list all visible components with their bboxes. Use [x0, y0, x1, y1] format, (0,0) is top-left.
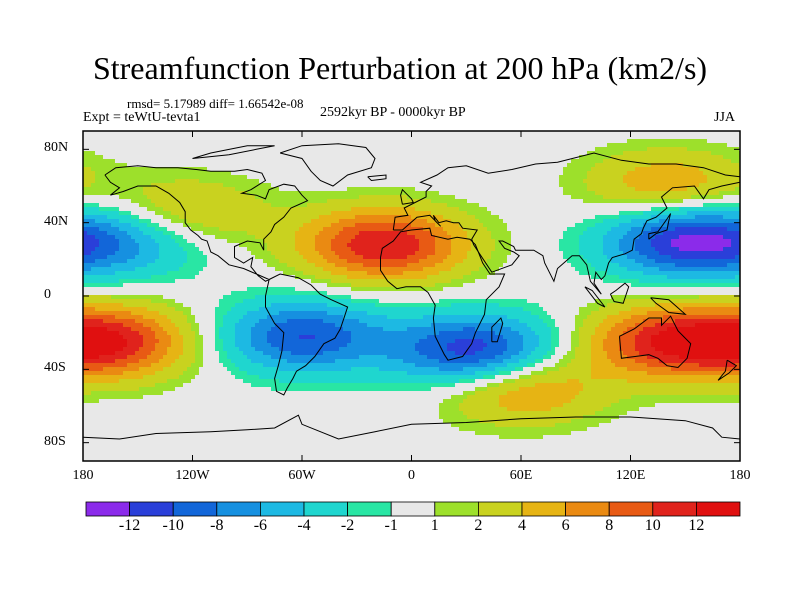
coastline-segment: [584, 286, 606, 308]
colorbar-box: [565, 501, 610, 517]
colorbar-box: [652, 501, 697, 517]
y-tick-label: 40S: [44, 360, 66, 376]
colorbar-box: [390, 501, 436, 517]
coastline-segment: [491, 317, 504, 343]
colorbar-box: [347, 501, 392, 517]
chart-title: Streamfunction Perturbation at 200 hPa (…: [92, 50, 708, 86]
x-tick-label: 180: [729, 468, 751, 483]
colorbar-box: [259, 501, 305, 517]
y-tick-label: 0: [44, 287, 51, 302]
colorbar-label: 8: [605, 517, 614, 534]
coastline-segment: [380, 227, 506, 361]
colorbar-label: -10: [162, 517, 184, 534]
coastlines: [83, 143, 740, 440]
colorbar-label: 4: [518, 517, 526, 534]
coastline-segment: [717, 359, 738, 381]
x-tick-label: 60W: [288, 468, 316, 483]
colorbar-label: 6: [561, 517, 570, 534]
colorbar-label: -2: [340, 517, 355, 534]
experiment-label: Expt = teWtU-tevta1: [83, 110, 201, 125]
colorbar-box: [521, 501, 566, 517]
coastline-segment: [393, 181, 740, 295]
colorbar-box: [85, 501, 130, 517]
colorbar-box: [696, 501, 741, 517]
coastline-segment: [83, 414, 740, 440]
colorbar-box: [129, 501, 174, 517]
coastline-segment: [104, 165, 309, 282]
coastline-segment: [650, 297, 687, 315]
colorbar-box: [216, 501, 261, 517]
x-tick-label: 0: [408, 468, 415, 483]
y-tick-label: 80N: [44, 140, 69, 156]
x-tick-label: 180: [72, 468, 94, 483]
colorbar-label: -1: [384, 517, 398, 534]
axis-ticks: [82, 131, 741, 461]
coastline-segment: [400, 188, 415, 205]
season-label: JJA: [714, 110, 736, 125]
x-tick-label: 120E: [615, 468, 646, 483]
colorbar-label: 10: [644, 517, 661, 534]
colorbar-label: -4: [297, 517, 311, 534]
colorbar-label: 12: [688, 517, 705, 534]
x-tick-label: 120W: [175, 468, 210, 483]
colorbar-label: 1: [430, 517, 439, 534]
coastline-segment: [192, 145, 275, 159]
coastline-segment: [279, 143, 376, 187]
stats-label: rmsd= 5.17989 diff= 1.66542e-08: [127, 96, 304, 111]
colorbar-box: [172, 501, 218, 517]
colorbar-label: -6: [253, 517, 268, 534]
colorbar-label: -12: [118, 517, 141, 534]
coastline-segment: [392, 152, 740, 231]
x-tick-label: 60E: [509, 468, 533, 483]
y-tick-label: 80S: [44, 433, 66, 449]
colorbar-box: [608, 501, 654, 517]
coastline-segment: [648, 213, 672, 240]
colorbar-box: [434, 501, 479, 517]
y-tick-label: 40N: [44, 213, 69, 229]
coastline-segment: [619, 315, 692, 369]
colorbar-label: 2: [474, 517, 483, 534]
period-label: 2592kyr BP - 0000kyr BP: [320, 105, 466, 120]
coastline-segment: [367, 174, 387, 182]
contour-field: [83, 131, 740, 461]
colorbar: [85, 501, 741, 517]
coastline-segment: [609, 282, 630, 304]
colorbar-box: [477, 501, 523, 517]
coastline-segment: [265, 273, 349, 396]
colorbar-label: -8: [210, 517, 224, 534]
colorbar-box: [303, 501, 348, 517]
